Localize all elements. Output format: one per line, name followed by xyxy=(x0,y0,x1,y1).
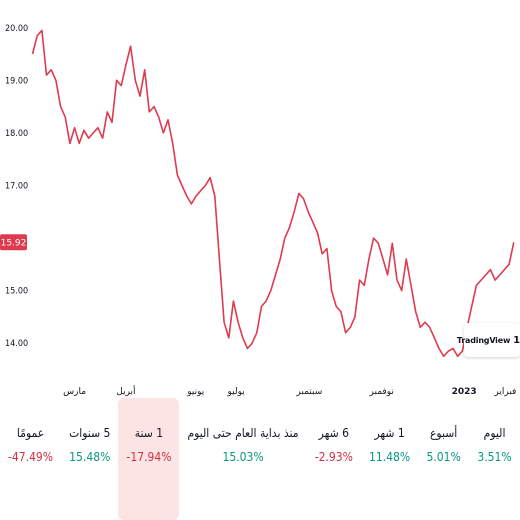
tradingview-logo-text: TradingView xyxy=(456,335,511,345)
period-change-value: 11.48% xyxy=(369,450,411,464)
x-tick-label: يونيو xyxy=(186,387,205,397)
x-tick-label: أبريل xyxy=(116,385,135,397)
tradingview-logo-icon: 17 xyxy=(513,334,520,346)
x-tick-label: مارس xyxy=(63,387,86,397)
tradingview-watermark[interactable]: TradingView 17 xyxy=(457,323,520,357)
price-line xyxy=(31,29,515,358)
period-tab[interactable]: 5 سنوات 15.48% xyxy=(61,398,118,520)
y-tick-label: 14.00 xyxy=(5,339,28,349)
x-tick-label: يوليو xyxy=(227,387,246,397)
period-tab[interactable]: منذ بداية العام حتى اليوم 15.03% xyxy=(179,398,306,520)
period-label: 1 شهر xyxy=(374,426,405,440)
period-change-value: 47.49%- xyxy=(8,450,54,464)
period-label: منذ بداية العام حتى اليوم xyxy=(187,426,299,440)
period-tab[interactable]: عمومًا 47.49%- xyxy=(0,398,61,520)
period-label: 5 سنوات xyxy=(69,426,111,440)
period-change-value: 3.51% xyxy=(477,450,512,464)
current-price-tag: 15.92 xyxy=(0,234,27,251)
period-change-value: 2.93%- xyxy=(314,450,353,464)
y-tick-label: 19.00 xyxy=(5,76,28,86)
y-axis: 20.00 19.00 18.00 17.00 15.00 14.00 xyxy=(5,24,28,349)
x-axis: مارس أبريل يونيو يوليو سبتمبر نوفمبر 2023 فبراي… xyxy=(63,385,516,397)
period-change-value: 5.01% xyxy=(426,450,461,464)
period-tab[interactable]: اليوم 3.51% xyxy=(469,398,520,520)
price-chart[interactable]: 20.00 19.00 18.00 17.00 15.00 14.00 مارس أبريل… xyxy=(0,0,520,398)
current-price-tag-bg xyxy=(0,234,27,251)
period-label: عمومًا xyxy=(16,426,45,440)
period-tab[interactable]: أسبوع 5.01% xyxy=(418,398,469,520)
period-label: أسبوع xyxy=(429,426,458,440)
y-tick-label: 15.00 xyxy=(5,287,28,297)
x-tick-label: نوفمبر xyxy=(369,387,394,397)
current-price-label: 15.92 xyxy=(1,238,27,248)
x-tick-label: فبراير xyxy=(493,387,516,397)
period-label: اليوم xyxy=(483,426,506,440)
period-tab[interactable]: 1 سنة 17.94%- xyxy=(118,398,180,520)
period-label: 1 سنة xyxy=(134,426,164,440)
period-tab[interactable]: 1 شهر 11.48% xyxy=(361,398,418,520)
period-change-value: 15.48% xyxy=(69,450,111,464)
period-change-value: 17.94%- xyxy=(126,450,172,464)
y-tick-label: 17.00 xyxy=(5,181,28,191)
performance-periods: اليوم 3.51% أسبوع 5.01% 1 شهر 11.48% 6 شهر 2.93… xyxy=(0,398,520,520)
period-label: 6 شهر xyxy=(318,426,349,440)
y-tick-label: 20.00 xyxy=(5,24,28,34)
x-tick-label: 2023 xyxy=(452,387,477,397)
y-tick-label: 18.00 xyxy=(5,129,28,139)
x-tick-label: سبتمبر xyxy=(295,387,322,397)
period-tab[interactable]: 6 شهر 2.93%- xyxy=(307,398,361,520)
period-change-value: 15.03% xyxy=(222,450,264,464)
